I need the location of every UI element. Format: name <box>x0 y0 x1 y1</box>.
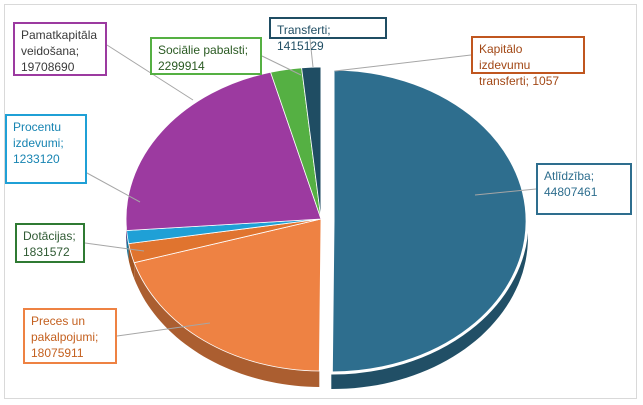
pie-chart <box>84 38 537 389</box>
leader-lines <box>84 38 537 337</box>
label-preces-un-pakalpojumi: Preces un pakalpojumi; 18075911 <box>23 308 117 364</box>
label-pamatkapitala-veidosana: Pamatkapitāla veidošana; 19708690 <box>13 22 107 76</box>
pie-slice-pamatkapitala-veidosana <box>125 71 322 231</box>
label-kapitalo-izdevumu-transferti: Kapitālo izdevumu transferti; 1057 <box>471 36 585 88</box>
pie-side-atlidziba <box>331 221 528 389</box>
pie-side-dotacijas <box>128 243 135 279</box>
chart-area: Atlīdzība; 44807461 Preces un pakalpojum… <box>4 4 637 399</box>
pie-side-procentu-izdevumi <box>126 230 129 260</box>
label-transferti: Transferti; 1415129 <box>269 17 387 53</box>
pie-slices <box>125 66 529 375</box>
leader-line-preces-un-pakalpojumi <box>116 322 211 337</box>
pie-slice-preces-un-pakalpojumi <box>133 218 322 372</box>
pie-side-preces-un-pakalpojumi <box>134 262 320 387</box>
pie-side-walls <box>126 219 528 389</box>
leader-line-kapitalo-izdevumu-transferti <box>334 54 472 72</box>
leader-line-transferti <box>309 38 314 68</box>
pie-slice-atlidziba <box>329 67 529 375</box>
label-socialie-pabalsti: Sociālie pabalsti; 2299914 <box>150 37 262 75</box>
leader-line-socialie-pabalsti <box>261 55 302 76</box>
label-procentu-izdevumi: Procentu izdevumi; 1233120 <box>5 114 87 184</box>
label-dotacijas: Dotācijas; 1831572 <box>15 223 85 263</box>
label-atlidziba: Atlīdzība; 44807461 <box>536 163 632 215</box>
leader-line-atlidziba <box>474 188 537 196</box>
leader-line-dotacijas <box>84 242 145 252</box>
leader-line-procentu-izdevumi <box>86 172 141 203</box>
